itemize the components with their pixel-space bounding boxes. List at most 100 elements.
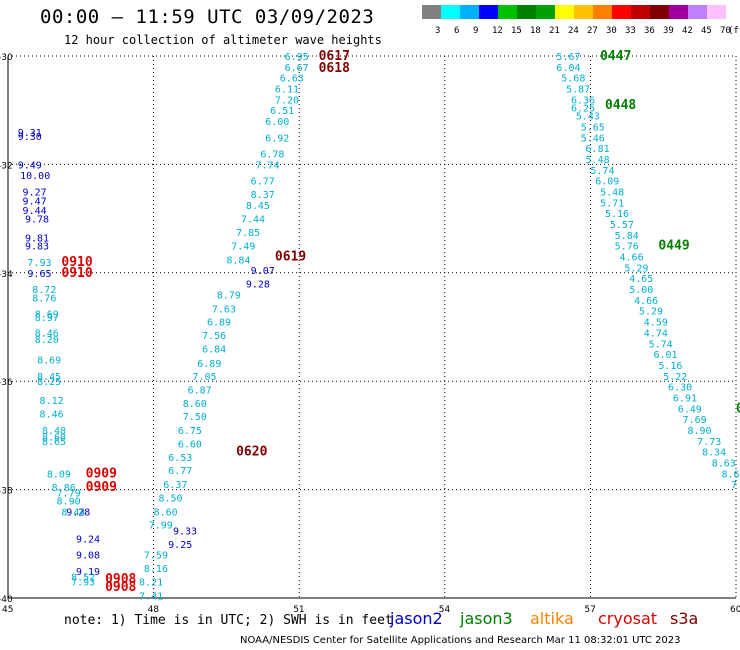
- data-point-cyan-track-right: 5.00: [629, 285, 653, 296]
- data-point-cyan-track-left: 8.86: [52, 483, 76, 494]
- data-point-cyan-track-left: 8.69: [35, 309, 59, 320]
- data-point-jason3: 0447: [600, 49, 631, 64]
- data-point-cyan-track-right: 5.68: [561, 74, 585, 85]
- x-tick-label: 45: [2, 605, 13, 615]
- y-tick-label: -40: [0, 595, 13, 605]
- colorbar-swatch: [517, 5, 536, 19]
- data-point-cyan-track-right: 4.66: [634, 296, 658, 307]
- data-point-cyan-track-middle: 6.87: [188, 385, 212, 396]
- data-point-cyan-track-middle: 6.51: [270, 106, 294, 117]
- data-point-cyan-track-middle: 6.84: [202, 345, 226, 356]
- data-point-cyan-track-middle: 6.77: [251, 177, 275, 188]
- data-point-cyan-track-right: 5.71: [600, 198, 624, 209]
- data-point-cyan-track-left: 8.69: [37, 356, 61, 367]
- data-point-cyan-track-left: 8.09: [47, 469, 71, 480]
- colorbar-swatch: [669, 5, 688, 19]
- colorbar-swatch: [593, 5, 612, 19]
- data-point-jason2: 9.31: [18, 128, 42, 139]
- data-point-cyan-track-right: 8.90: [687, 426, 711, 437]
- data-point-cyan-track-middle: 8.60: [154, 507, 178, 518]
- data-point-s3a: 0617: [319, 49, 350, 64]
- data-point-jason2: 9.08: [76, 551, 100, 562]
- colorbar-swatch: [650, 5, 669, 19]
- data-point-jason2: 9.65: [27, 269, 51, 280]
- colorbar-label: 21: [549, 26, 560, 36]
- data-point-cyan-track-middle: 7.99: [149, 520, 173, 531]
- data-point-cyan-track-right: 5.48: [586, 155, 610, 166]
- colorbar-label: 33: [625, 26, 636, 36]
- data-point-jason2: 9.27: [23, 188, 47, 199]
- data-point-cyan-track-right: 6.04: [556, 63, 580, 74]
- data-point-cyan-track-right: 6.30: [668, 383, 692, 394]
- data-point-cyan-track-right: 5.43: [576, 112, 600, 123]
- data-point-cyan-track-right: 8.6: [721, 469, 739, 480]
- data-point-cyan-track-right: 4.66: [620, 253, 644, 264]
- data-point-jason2: 9.19: [76, 567, 100, 578]
- data-point-cryosat: 0909: [86, 466, 117, 481]
- colorbar-label: 30: [606, 26, 617, 36]
- data-point-cyan-track-middle: 7.44: [241, 215, 265, 226]
- data-point-cyan-track-left: 8.48: [42, 426, 66, 437]
- data-point-cyan-track-middle: 6.00: [265, 117, 289, 128]
- data-point-jason2: 9.44: [23, 206, 47, 217]
- data-point-cyan-track-middle: 6.89: [207, 318, 231, 329]
- data-point-cyan-track-middle: 6.78: [260, 150, 284, 161]
- colorbar-swatch: [479, 5, 498, 19]
- colorbar-label: 42: [682, 26, 693, 36]
- data-point-cyan-track-left: 8.76: [32, 294, 56, 305]
- data-point-cyan-track-middle: 7.74: [256, 160, 280, 171]
- colorbar-swatch: [574, 5, 593, 19]
- colorbar-swatch: [631, 5, 650, 19]
- mission-label-jason2: jason2: [390, 609, 443, 628]
- data-point-cyan-track-right: 7: [731, 480, 737, 491]
- x-tick-label: 54: [439, 605, 451, 615]
- colorbar-label: 18: [530, 26, 541, 36]
- data-point-cyan-track-middle: 7.85: [236, 228, 260, 239]
- colorbar-swatch: [612, 5, 631, 19]
- data-point-cryosat: 0910: [61, 266, 92, 281]
- colorbar-label: 70: [720, 26, 731, 36]
- colorbar-swatch: [688, 5, 707, 19]
- data-point-cyan-track-middle: 6.11: [275, 85, 299, 96]
- data-point-cyan-track-middle: 7.49: [231, 242, 255, 253]
- data-point-cyan-track-right: 5.29: [624, 263, 648, 274]
- data-point-cyan-track-middle: 8.45: [246, 201, 270, 212]
- data-point-cyan-track-middle: 6.92: [265, 133, 289, 144]
- colorbar-label: 39: [663, 26, 674, 36]
- data-point-cyan-track-right: 5.46: [581, 133, 605, 144]
- data-point-jason3: 0: [736, 401, 740, 416]
- data-point-cyan-track-right: 6.01: [653, 350, 677, 361]
- data-point-cyan-track-right: 5.57: [610, 220, 634, 231]
- colorbar-swatch: [498, 5, 517, 19]
- data-point-cyan-track-right: 5.29: [639, 307, 663, 318]
- data-point-cyan-track-left: 7.93: [71, 578, 95, 589]
- data-point-s3a: 0619: [275, 250, 306, 265]
- data-point-cyan-track-middle: 6.53: [168, 453, 192, 464]
- data-point-cyan-track-right: 5.16: [605, 209, 629, 220]
- data-point-cyan-track-right: 5.48: [600, 188, 624, 199]
- data-point-cyan-track-right: 5.67: [556, 52, 580, 63]
- colorbar-label: 15: [511, 26, 522, 36]
- data-point-cyan-track-middle: 6.60: [178, 440, 202, 451]
- data-point-jason2: 9.33: [173, 526, 197, 537]
- data-point-cyan-track-left: 7.93: [27, 258, 51, 269]
- data-point-cyan-track-left: 7.79: [57, 488, 81, 499]
- data-point-cyan-track-right: 5.76: [615, 242, 639, 253]
- data-point-jason2: 9.07: [251, 266, 275, 277]
- data-point-cyan-track-middle: 6.75: [178, 426, 202, 437]
- data-point-cyan-track-left: 8.46: [40, 410, 64, 421]
- data-point-cyan-track-middle: 8.16: [144, 564, 168, 575]
- data-point-cyan-track-right: 6.49: [678, 404, 702, 415]
- data-point-cyan-track-middle: 7.63: [212, 305, 236, 316]
- data-point-cyan-track-right: 5.74: [649, 339, 673, 350]
- colorbar-swatch: [536, 5, 555, 19]
- data-point-cyan-track-middle: 6.67: [285, 63, 309, 74]
- data-point-s3a: 0618: [319, 61, 350, 76]
- data-point-cyan-track-middle: 6.77: [168, 466, 192, 477]
- data-point-cryosat: 0910: [61, 255, 92, 270]
- data-point-cyan-track-left: 8.45: [37, 372, 61, 383]
- data-point-cyan-track-right: 5.22: [663, 372, 687, 383]
- data-point-jason2: 9.47: [23, 197, 47, 208]
